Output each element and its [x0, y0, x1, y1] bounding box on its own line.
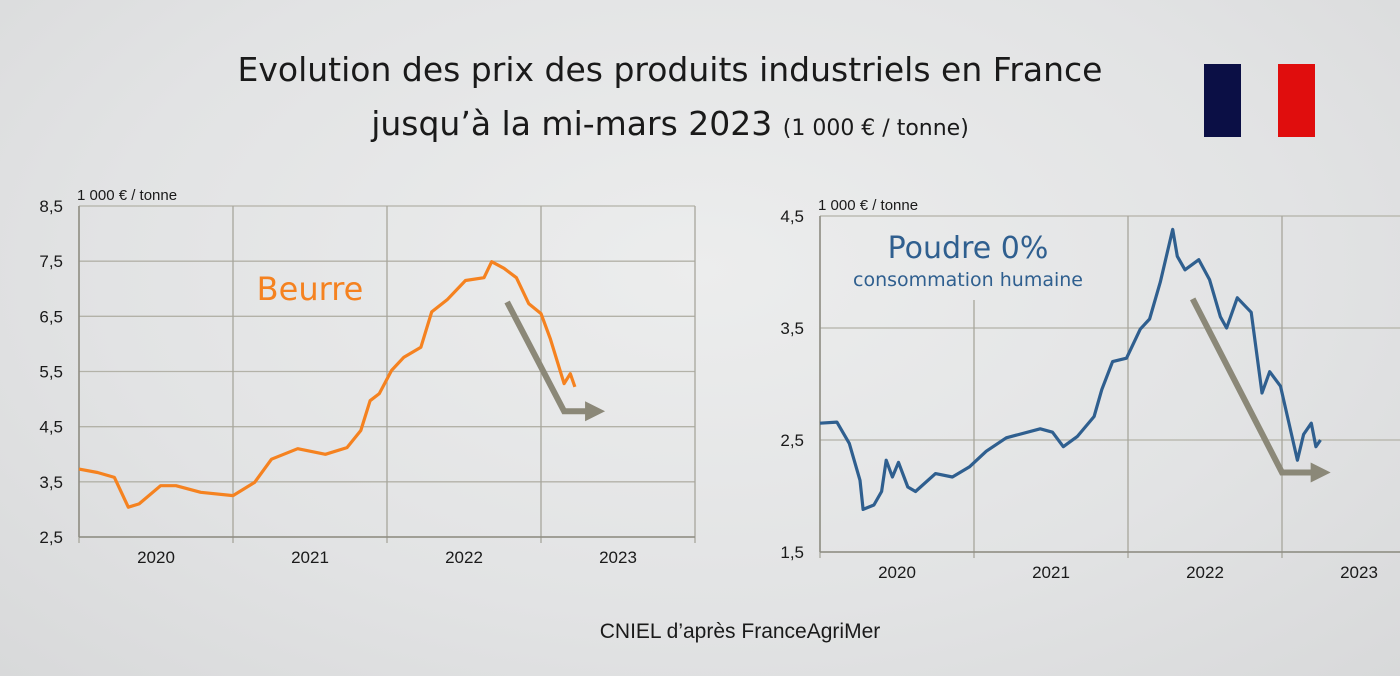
series-line [819, 227, 1322, 511]
y-tick-label: 4,5 [780, 207, 804, 226]
y-tick-label: 7,5 [39, 252, 63, 271]
x-tick-label: 2023 [1340, 563, 1378, 582]
y-tick-label: 8,5 [39, 197, 63, 216]
x-tick-label: 2021 [291, 548, 329, 567]
x-tick-label: 2020 [137, 548, 175, 567]
series-subtitle: consommation humaine [853, 269, 1083, 291]
y-tick-label: 3,5 [780, 319, 804, 338]
series-title: Beurre [257, 270, 364, 308]
french-flag-blue-stripe [1204, 64, 1241, 137]
title-period: jusqu’à la mi-mars 2023 [371, 104, 773, 143]
trend-arrow-line [504, 300, 588, 415]
trend-arrow-head [585, 401, 606, 422]
x-tick-label: 2021 [1032, 563, 1070, 582]
title-line1: Evolution des prix des produits industri… [237, 50, 1103, 89]
y-tick-label: 3,5 [39, 473, 63, 492]
source-note: CNIEL d’après FranceAgriMer [599, 620, 881, 643]
chart-1: 2,5 3,5 4,5 5,5 6,5 7,5 8,5 2020 2021 2022 2023 1 0… [39, 187, 696, 567]
x-tick-label: 2020 [878, 563, 916, 582]
trend-arrow-head [1310, 462, 1331, 483]
y-tick-label: 2,5 [39, 528, 63, 547]
trend-arrow-line [1190, 297, 1313, 476]
series-title: Poudre 0% [888, 231, 1049, 266]
title-line2: jusqu’à la mi-mars 2023 (1 000 € / tonne… [0, 104, 1340, 143]
title-unit: (1 000 € / tonne) [782, 116, 969, 141]
y-axis-unit-label: 1 000 € / tonne [818, 197, 918, 214]
x-tick-label: 2023 [599, 548, 637, 567]
y-tick-label: 6,5 [39, 307, 63, 326]
x-tick-label: 2022 [1186, 563, 1224, 582]
chart-2: 1,5 2,5 3,5 4,5 2020 2021 2022 2023 1 000 € / to… [780, 197, 1400, 582]
y-axis-unit-label: 1 000 € / tonne [77, 187, 177, 204]
french-flag-red-stripe [1278, 64, 1315, 137]
x-tick-label: 2022 [445, 548, 483, 567]
y-tick-label: 1,5 [780, 543, 804, 562]
series-line [78, 260, 577, 509]
y-tick-label: 4,5 [39, 418, 63, 437]
y-tick-label: 2,5 [780, 431, 804, 450]
y-tick-label: 5,5 [39, 363, 63, 382]
